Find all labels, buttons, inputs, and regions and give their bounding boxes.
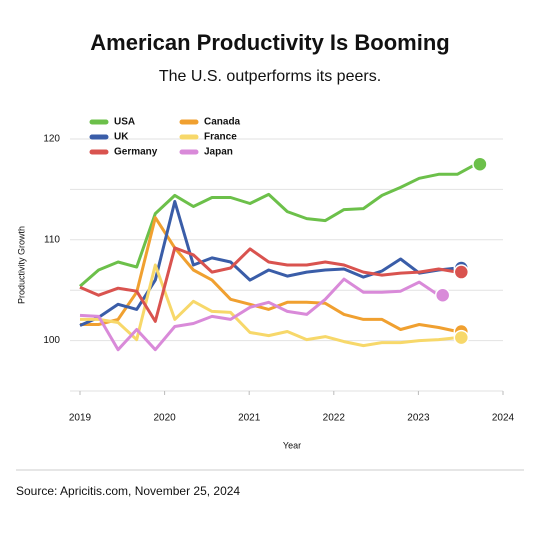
legend-label: Germany	[114, 147, 158, 158]
x-axis-label: Year	[283, 440, 301, 450]
source: Source: Apricitis.com, November 25, 2024	[16, 484, 240, 498]
chart-subtitle: The U.S. outperforms its peers.	[159, 68, 381, 85]
legend-label: UK	[114, 132, 129, 143]
series-line	[79, 162, 477, 288]
x-tick-label: 2024	[492, 413, 515, 424]
series-line	[80, 216, 458, 333]
end-flag	[453, 329, 470, 346]
y-tick-label: 110	[44, 234, 60, 245]
series-line	[79, 277, 440, 352]
y-axis-label: Productivity Growth	[16, 226, 26, 304]
legend-label: France	[204, 132, 237, 143]
y-tick-label: 100	[43, 335, 60, 346]
x-tick-label: 2019	[69, 413, 92, 424]
end-flag	[472, 156, 488, 172]
series-line	[79, 246, 458, 323]
end-flag	[434, 287, 451, 303]
x-tick-label: 2021	[238, 413, 261, 424]
legend-label: Canada	[204, 117, 241, 128]
x-tick-label: 2023	[407, 413, 430, 424]
legend-label: USA	[114, 117, 135, 128]
y-tick-label: 120	[43, 134, 60, 145]
chart-title: American Productivity Is Booming	[90, 30, 449, 55]
x-tick-label: 2020	[153, 413, 176, 424]
x-tick-label: 2022	[323, 413, 346, 424]
end-flag	[453, 264, 470, 280]
series-line	[80, 263, 458, 348]
legend-label: Japan	[204, 147, 233, 158]
